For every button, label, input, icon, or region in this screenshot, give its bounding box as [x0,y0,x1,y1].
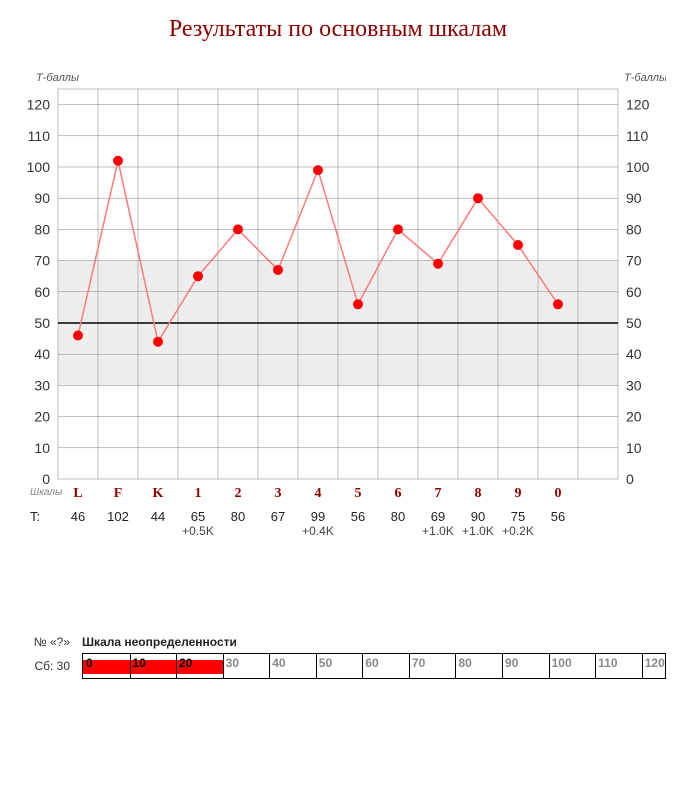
uncertainty-tick [409,654,410,678]
t-correction: +0.4K [298,524,338,538]
svg-text:100: 100 [626,159,650,175]
uncertainty-tick-label: 40 [269,656,285,670]
t-value-cell: 75+0.2K [498,509,538,538]
uncertainty-tick-label: 30 [223,656,239,670]
svg-text:70: 70 [34,253,50,269]
svg-text:F: F [114,486,123,501]
svg-text:70: 70 [626,253,642,269]
uncertainty-tick-label: 100 [549,656,572,670]
t-value-rows: T:461024465+0.5K806799+0.4K568069+1.0K90… [10,505,666,545]
svg-text:10: 10 [34,440,50,456]
svg-text:0: 0 [626,471,634,487]
uncertainty-question-label: № «?» [10,635,70,649]
svg-text:120: 120 [626,97,650,113]
svg-text:1: 1 [195,486,202,501]
t-value-cell: 90+1.0K [458,509,498,538]
svg-text:110: 110 [626,128,649,144]
svg-text:80: 80 [34,221,50,237]
svg-text:100: 100 [27,159,51,175]
chart-svg: 0010102020303040405050606070708080909010… [10,65,666,505]
svg-text:8: 8 [475,486,482,501]
svg-text:Т-баллы: Т-баллы [624,72,666,84]
svg-text:60: 60 [626,284,642,300]
t-value-cell: 69+1.0K [418,509,458,538]
svg-text:9: 9 [515,486,522,501]
uncertainty-tick [549,654,550,678]
t-value-cell: 80 [218,509,258,524]
uncertainty-block: № «?» Шкала неопределенности Сб: 30 0102… [10,635,666,679]
svg-text:40: 40 [626,346,642,362]
svg-text:30: 30 [626,377,642,393]
t-value-cell: 80 [378,509,418,524]
svg-text:4: 4 [315,486,322,501]
uncertainty-tick [176,654,177,678]
svg-text:Шкалы: Шкалы [30,487,63,498]
t-value-cell: 44 [138,509,178,524]
svg-text:0: 0 [42,471,50,487]
svg-text:20: 20 [34,409,50,425]
svg-text:7: 7 [435,486,442,501]
uncertainty-tick-label: 70 [409,656,425,670]
t-value-cell: 56 [538,509,578,524]
t-row-label: T: [30,509,40,524]
uncertainty-tick [316,654,317,678]
t-value-cell: 67 [258,509,298,524]
svg-text:80: 80 [626,221,642,237]
uncertainty-tick [595,654,596,678]
svg-text:90: 90 [626,190,642,206]
svg-text:3: 3 [275,486,282,501]
uncertainty-fill [83,660,223,674]
t-correction: +1.0K [458,524,498,538]
svg-text:6: 6 [395,486,402,501]
uncertainty-tick-label: 110 [595,656,617,670]
t-value-cell: 46 [58,509,98,524]
t-value-cell: 102 [98,509,138,524]
svg-text:20: 20 [626,409,642,425]
uncertainty-tick [455,654,456,678]
t-value-cell: 99+0.4K [298,509,338,538]
t-value-cell: 65+0.5K [178,509,218,538]
svg-text:2: 2 [235,486,242,501]
uncertainty-title: Шкала неопределенности [82,635,237,649]
svg-text:L: L [73,486,82,501]
svg-text:110: 110 [28,128,51,144]
svg-text:10: 10 [626,440,642,456]
uncertainty-tick-label: 80 [455,656,471,670]
t-value-cell: 56 [338,509,378,524]
uncertainty-tick [642,654,643,678]
uncertainty-tick [223,654,224,678]
svg-text:50: 50 [626,315,642,331]
svg-text:120: 120 [27,97,51,113]
main-chart: 0010102020303040405050606070708080909010… [10,65,666,505]
page-title: Результаты по основным шкалам [10,16,666,43]
svg-text:60: 60 [34,284,50,300]
uncertainty-tick [502,654,503,678]
svg-text:5: 5 [355,486,362,501]
uncertainty-tick-label: 120 [642,656,665,670]
uncertainty-tick [130,654,131,678]
uncertainty-tick-label: 50 [316,656,332,670]
uncertainty-tick-label: 90 [502,656,518,670]
uncertainty-tick [362,654,363,678]
svg-text:0: 0 [555,486,562,501]
t-correction: +0.5K [178,524,218,538]
svg-text:K: K [153,486,164,501]
svg-text:50: 50 [34,315,50,331]
uncertainty-scale: 0102030405060708090100110120 [82,653,666,679]
uncertainty-tick [269,654,270,678]
svg-text:Т-баллы: Т-баллы [36,72,79,84]
uncertainty-tick-label: 60 [362,656,378,670]
svg-text:30: 30 [34,377,50,393]
svg-text:40: 40 [34,346,50,362]
t-correction: +1.0K [418,524,458,538]
t-correction: +0.2K [498,524,538,538]
uncertainty-sb-label: Сб: 30 [10,659,70,673]
svg-text:90: 90 [34,190,50,206]
